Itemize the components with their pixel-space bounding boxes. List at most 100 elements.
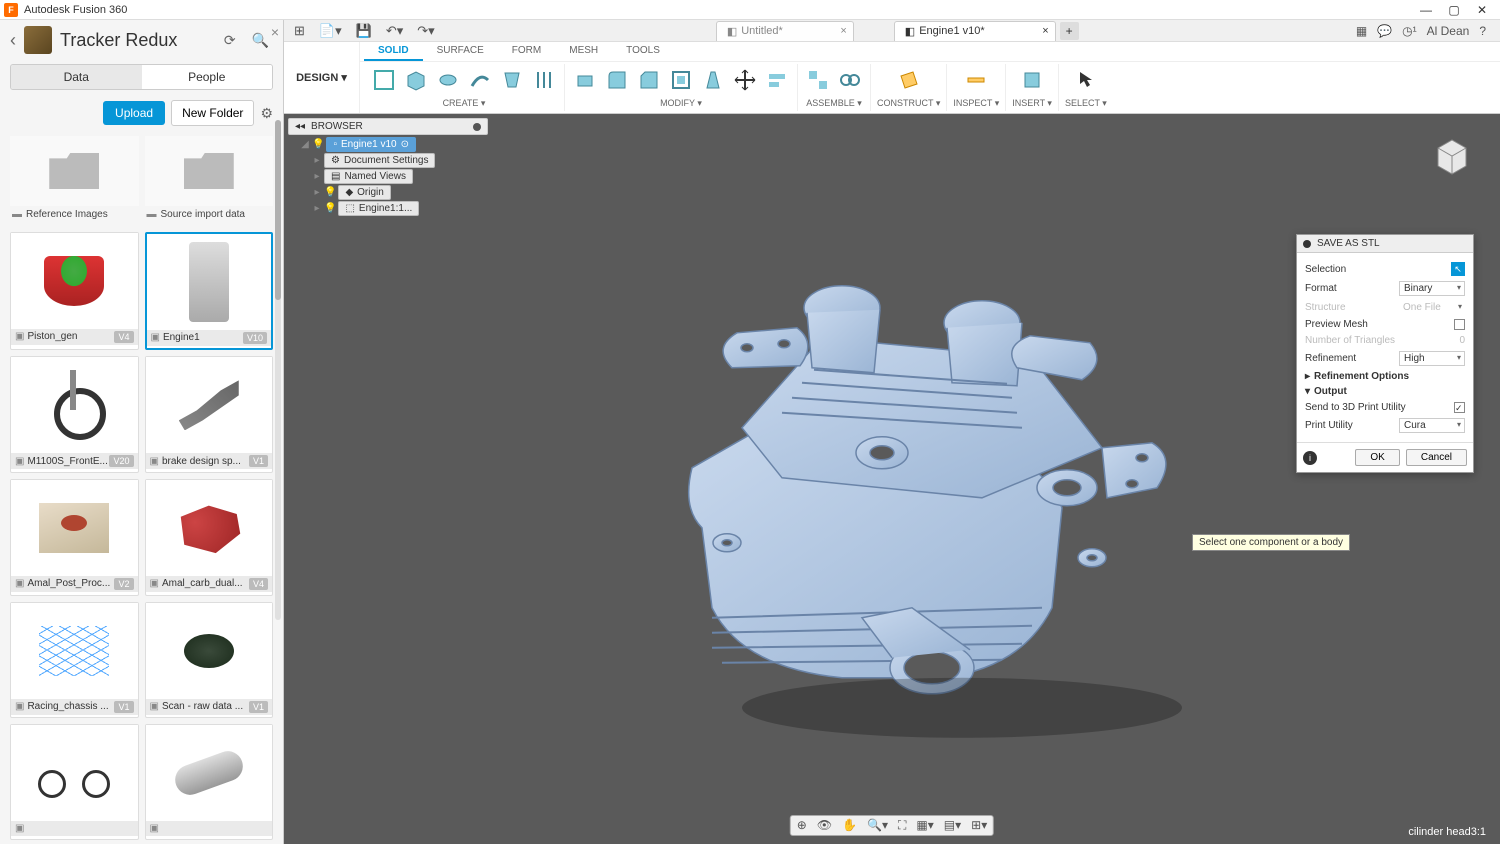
scrollbar[interactable] xyxy=(275,120,281,620)
ribbon-tab-form[interactable]: FORM xyxy=(498,42,555,61)
tree-item[interactable]: ◆Origin xyxy=(338,185,390,200)
sweep-icon[interactable] xyxy=(466,66,494,94)
design-item[interactable]: ▣Racing_chassis ...V1 xyxy=(10,602,139,719)
design-item[interactable]: ▣ xyxy=(145,724,274,840)
tree-item[interactable]: ▤Named Views xyxy=(324,169,413,184)
new-folder-button[interactable]: New Folder xyxy=(171,100,254,126)
tab-data[interactable]: Data xyxy=(11,65,142,89)
file-icon[interactable]: 📄▾ xyxy=(315,23,346,39)
group-select[interactable]: SELECT ▾ xyxy=(1065,98,1107,111)
tree-twisty[interactable]: ▸ xyxy=(312,171,322,182)
format-dropdown[interactable]: Binary xyxy=(1399,281,1465,296)
look-icon[interactable]: 👁 xyxy=(815,818,834,833)
fit-icon[interactable]: ⛶ xyxy=(896,818,908,833)
design-item[interactable]: ▣Scan - raw data ...V1 xyxy=(145,602,274,719)
tree-twisty[interactable]: ◢ xyxy=(300,139,310,150)
user-name[interactable]: Al Dean xyxy=(1427,24,1470,38)
sketch-icon[interactable] xyxy=(370,66,398,94)
design-item[interactable]: ▣Engine1V10 xyxy=(145,232,274,351)
cancel-button[interactable]: Cancel xyxy=(1406,449,1467,466)
tree-twisty[interactable]: ▸ xyxy=(312,187,322,198)
preview-mesh-checkbox[interactable] xyxy=(1454,319,1465,330)
fillet-icon[interactable] xyxy=(603,66,631,94)
design-item[interactable]: ▣ xyxy=(10,724,139,840)
tree-root[interactable]: ▫Engine1 v10⊙ xyxy=(326,137,416,152)
group-construct[interactable]: CONSTRUCT ▾ xyxy=(877,98,940,111)
redo-icon[interactable]: ↷▾ xyxy=(413,23,438,39)
move-icon[interactable] xyxy=(731,66,759,94)
chamfer-icon[interactable] xyxy=(635,66,663,94)
new-tab-button[interactable]: + xyxy=(1060,22,1079,40)
minimize-button[interactable]: — xyxy=(1412,1,1440,19)
grid-icon[interactable]: ▤▾ xyxy=(942,818,963,833)
search-icon[interactable]: 🔍 xyxy=(248,32,273,49)
refresh-icon[interactable]: ⟳ xyxy=(220,32,240,49)
group-inspect[interactable]: INSPECT ▾ xyxy=(953,98,999,111)
info-icon[interactable]: i xyxy=(1303,451,1317,465)
undo-icon[interactable]: ↶▾ xyxy=(382,23,407,39)
back-button[interactable]: ‹ xyxy=(10,30,16,51)
design-item[interactable]: ▣M1100S_FrontE...V20 xyxy=(10,356,139,473)
data-panel-close[interactable]: × xyxy=(271,24,279,40)
align-icon[interactable] xyxy=(763,66,791,94)
tree-item[interactable]: ⬚Engine1:1... xyxy=(338,201,419,216)
maximize-button[interactable]: ▢ xyxy=(1440,1,1468,19)
gear-icon[interactable]: ⚙ xyxy=(260,105,273,122)
doc-tab-engine[interactable]: ◧ Engine1 v10* × xyxy=(894,21,1056,41)
tree-item[interactable]: ⚙Document Settings xyxy=(324,153,435,168)
visibility-icon[interactable]: 💡 xyxy=(324,187,336,198)
refinement-options-toggle[interactable]: ▸Refinement Options xyxy=(1305,371,1465,382)
plane-icon[interactable] xyxy=(895,66,923,94)
group-create[interactable]: CREATE ▾ xyxy=(443,98,486,111)
visibility-icon[interactable]: 💡 xyxy=(312,139,324,150)
loft-icon[interactable] xyxy=(498,66,526,94)
canvas[interactable]: ◂◂BROWSER ◢ 💡 ▫Engine1 v10⊙ ▸ ⚙Document … xyxy=(284,114,1500,844)
tab-people[interactable]: People xyxy=(142,65,273,89)
tree-twisty[interactable]: ▸ xyxy=(312,203,322,214)
ribbon-tab-surface[interactable]: SURFACE xyxy=(423,42,498,61)
presspull-icon[interactable] xyxy=(571,66,599,94)
workspace-switcher[interactable]: DESIGN ▾ xyxy=(284,42,360,113)
group-insert[interactable]: INSERT ▾ xyxy=(1012,98,1052,111)
model-view[interactable] xyxy=(562,188,1222,748)
upload-button[interactable]: Upload xyxy=(103,101,165,125)
tree-twisty[interactable]: ▸ xyxy=(312,155,322,166)
save-icon[interactable]: 💾 xyxy=(352,23,376,39)
notifications-icon[interactable]: 💬 xyxy=(1377,24,1392,38)
output-toggle[interactable]: ▾Output xyxy=(1305,386,1465,397)
rib-icon[interactable] xyxy=(530,66,558,94)
zoom-icon[interactable]: 🔍▾ xyxy=(865,818,890,833)
ribbon-tab-tools[interactable]: TOOLS xyxy=(612,42,674,61)
folder-item[interactable]: ▬Reference Images xyxy=(10,136,139,226)
close-button[interactable]: ✕ xyxy=(1468,1,1496,19)
display-icon[interactable]: ▦▾ xyxy=(914,818,935,833)
design-item[interactable]: ▣Amal_Post_Proc...V2 xyxy=(10,479,139,596)
help-icon[interactable]: ? xyxy=(1479,24,1486,38)
ribbon-tab-solid[interactable]: SOLID xyxy=(364,42,423,61)
print-utility-dropdown[interactable]: Cura xyxy=(1399,418,1465,433)
refinement-dropdown[interactable]: High xyxy=(1399,351,1465,366)
selection-picker[interactable]: ↖ xyxy=(1451,262,1465,276)
insert-icon[interactable] xyxy=(1018,66,1046,94)
group-modify[interactable]: MODIFY ▾ xyxy=(660,98,702,111)
revolve-icon[interactable] xyxy=(434,66,462,94)
select-icon[interactable] xyxy=(1072,66,1100,94)
draft-icon[interactable] xyxy=(699,66,727,94)
group-assemble[interactable]: ASSEMBLE ▾ xyxy=(806,98,862,111)
design-item[interactable]: ▣brake design sp...V1 xyxy=(145,356,274,473)
shell-icon[interactable] xyxy=(667,66,695,94)
browser-header[interactable]: ◂◂BROWSER xyxy=(288,118,488,135)
design-item[interactable]: ▣Piston_genV4 xyxy=(10,232,139,351)
extensions-icon[interactable]: ▦ xyxy=(1356,24,1367,38)
viewport-icon[interactable]: ⊞▾ xyxy=(969,818,989,833)
ok-button[interactable]: OK xyxy=(1355,449,1399,466)
close-tab-icon[interactable]: × xyxy=(840,25,846,37)
ribbon-tab-mesh[interactable]: MESH xyxy=(555,42,612,61)
grid-icon[interactable]: ⊞ xyxy=(290,23,309,39)
viewcube[interactable] xyxy=(1424,126,1480,182)
joint-icon[interactable] xyxy=(836,66,864,94)
orbit-icon[interactable]: ⊕ xyxy=(795,818,809,833)
pan-icon[interactable]: ✋ xyxy=(840,818,859,833)
extrude-icon[interactable] xyxy=(402,66,430,94)
job-status-icon[interactable]: ◷¹ xyxy=(1402,24,1416,38)
